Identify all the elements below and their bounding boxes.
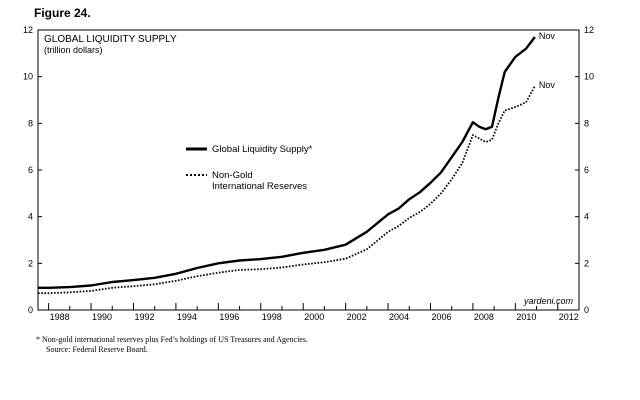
x-tick-label-2008: 2008	[474, 312, 494, 322]
axis-ticks: 0 0 2 2 4 4 6 6 8 8 10 10 12 12 1988 1990 1992 1994 1996 19…	[23, 25, 594, 322]
legend: Global Liquidity Supply* Non-Gold Interna…	[186, 144, 313, 192]
footnote-source: Source: Federal Reserve Board.	[46, 345, 148, 354]
footnote: * Non-gold international reserves plus F…	[36, 335, 308, 355]
x-tick-label-2012: 2012	[559, 312, 579, 322]
y-tick-label-left-4: 8	[28, 118, 33, 128]
y-tick-label-right-1: 2	[584, 258, 589, 268]
y-tick-label-left-2: 4	[28, 212, 33, 222]
plot-frame	[37, 29, 580, 311]
x-tick-label-1992: 1992	[134, 312, 154, 322]
series-group	[38, 36, 536, 295]
y-tick-label-right-3: 6	[584, 165, 589, 175]
x-tick-label-2004: 2004	[389, 312, 409, 322]
x-tick-label-1988: 1988	[50, 312, 70, 322]
x-tick-label-2000: 2000	[304, 312, 324, 322]
legend-label-line-2: International Reserves	[212, 181, 307, 192]
chart-subtitle: (trillion dollars)	[44, 45, 103, 55]
y-tick-label-left-6: 12	[23, 25, 33, 35]
series-line-global-liquidity	[38, 36, 536, 289]
x-tick-label-1996: 1996	[219, 312, 239, 322]
figure-label: Figure 24.	[34, 6, 91, 20]
y-tick-label-left-5: 10	[23, 72, 33, 82]
x-tick-label-2002: 2002	[347, 312, 367, 322]
legend-label-non-gold: Non-Gold International Reserves	[212, 170, 307, 192]
x-tick-label-1994: 1994	[177, 312, 197, 322]
x-tick-label-2006: 2006	[431, 312, 451, 322]
y-tick-label-right-2: 4	[584, 212, 589, 222]
x-tick-label-1998: 1998	[262, 312, 282, 322]
source-brand: yardeni.com	[523, 296, 574, 306]
legend-label-global-liquidity: Global Liquidity Supply*	[212, 144, 313, 155]
y-tick-label-left-3: 6	[28, 165, 33, 175]
x-tick-label-1990: 1990	[92, 312, 112, 322]
x-tick-label-2010: 2010	[516, 312, 536, 322]
y-tick-label-right-5: 10	[584, 72, 594, 82]
y-tick-label-right-0: 0	[584, 305, 589, 315]
legend-label-line-1: Non-Gold	[212, 170, 253, 181]
y-tick-label-left-0: 0	[28, 305, 33, 315]
end-label-global-liquidity: Nov	[539, 31, 556, 41]
footnote-line-1: * Non-gold international reserves plus F…	[36, 335, 308, 344]
y-tick-label-left-1: 2	[28, 258, 33, 268]
end-label-non-gold: Nov	[539, 80, 556, 90]
y-tick-label-right-4: 8	[584, 118, 589, 128]
series-line-non-gold-reserves	[38, 85, 536, 295]
y-tick-label-right-6: 12	[584, 25, 594, 35]
chart-title: GLOBAL LIQUIDITY SUPPLY	[44, 34, 177, 45]
